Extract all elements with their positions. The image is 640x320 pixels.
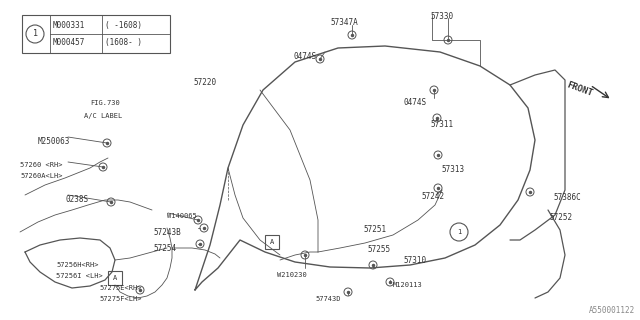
Text: 57256I <LH>: 57256I <LH> bbox=[56, 273, 103, 279]
Text: 57386C: 57386C bbox=[553, 193, 580, 202]
Text: 57275F<LH>: 57275F<LH> bbox=[99, 296, 141, 302]
Text: 57242: 57242 bbox=[421, 192, 444, 201]
Text: M000331: M000331 bbox=[53, 21, 85, 30]
Text: 57275E<RH>: 57275E<RH> bbox=[99, 285, 141, 291]
Text: 57252: 57252 bbox=[549, 213, 572, 222]
Text: 57254: 57254 bbox=[153, 244, 176, 253]
Text: 57743D: 57743D bbox=[315, 296, 340, 302]
Bar bbox=[22, 15, 170, 53]
Text: A550001122: A550001122 bbox=[589, 306, 635, 315]
Text: 57260A<LH>: 57260A<LH> bbox=[20, 173, 63, 179]
Text: FRONT: FRONT bbox=[566, 80, 595, 98]
Bar bbox=[108, 271, 122, 285]
Text: ( -1608): ( -1608) bbox=[105, 21, 142, 30]
Text: M120113: M120113 bbox=[393, 282, 423, 288]
Text: 1: 1 bbox=[457, 229, 461, 235]
Text: 1: 1 bbox=[33, 29, 38, 38]
Text: 57260 <RH>: 57260 <RH> bbox=[20, 162, 63, 168]
Text: M000457: M000457 bbox=[53, 38, 85, 47]
Text: 57220: 57220 bbox=[193, 78, 216, 87]
Text: 0238S: 0238S bbox=[65, 195, 88, 204]
Text: 57251: 57251 bbox=[363, 225, 386, 234]
Text: M250063: M250063 bbox=[38, 137, 70, 146]
Text: 0474S: 0474S bbox=[404, 98, 427, 107]
Text: FIG.730: FIG.730 bbox=[90, 100, 120, 106]
Text: 0474S: 0474S bbox=[294, 52, 317, 61]
Text: 57311: 57311 bbox=[430, 120, 453, 129]
Text: A: A bbox=[113, 275, 117, 281]
Text: W210230: W210230 bbox=[277, 272, 307, 278]
Text: 57243B: 57243B bbox=[153, 228, 180, 237]
Text: 57347A: 57347A bbox=[330, 18, 358, 27]
Text: A/C LABEL: A/C LABEL bbox=[84, 113, 122, 119]
Text: 57256H<RH>: 57256H<RH> bbox=[56, 262, 99, 268]
Text: 57330: 57330 bbox=[430, 12, 453, 21]
Text: (1608- ): (1608- ) bbox=[105, 38, 142, 47]
Text: 57255: 57255 bbox=[367, 245, 390, 254]
Text: 57313: 57313 bbox=[441, 165, 464, 174]
Text: W140065: W140065 bbox=[167, 213, 196, 219]
Text: A: A bbox=[270, 239, 274, 245]
Bar bbox=[265, 235, 279, 249]
Text: 57310: 57310 bbox=[403, 256, 426, 265]
